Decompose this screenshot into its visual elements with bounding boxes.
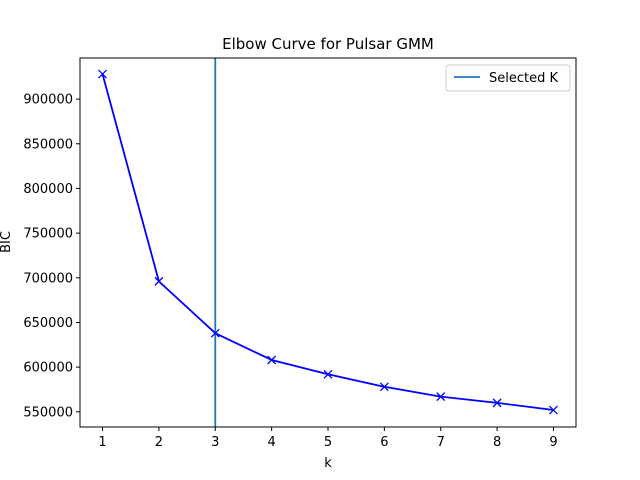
- x-tick-label: 9: [549, 435, 557, 450]
- chart-marks: [98, 58, 558, 427]
- data-point: [548, 405, 558, 415]
- x-tick-label: 6: [380, 435, 388, 450]
- point-marker-stroke: [267, 355, 277, 365]
- data-point: [323, 369, 333, 379]
- y-tick-label: 750000: [23, 227, 73, 242]
- x-tick-label: 8: [493, 435, 501, 450]
- data-point: [492, 398, 502, 408]
- x-tick-label: 2: [155, 435, 163, 450]
- point-marker-stroke: [548, 405, 558, 415]
- point-marker-stroke: [379, 382, 389, 392]
- x-axis-label: k: [324, 456, 332, 471]
- data-point: [98, 69, 108, 79]
- legend: Selected K: [445, 64, 571, 92]
- point-marker-stroke: [323, 369, 333, 379]
- y-tick-label: 550000: [23, 405, 73, 420]
- data-point: [267, 355, 277, 365]
- x-tick-label: 1: [98, 435, 106, 450]
- y-tick-label: 900000: [23, 93, 73, 108]
- legend-label-selected-k: Selected K: [489, 71, 558, 86]
- legend-box: [445, 64, 571, 92]
- point-marker-stroke: [210, 328, 220, 338]
- data-point: [154, 276, 164, 286]
- axis-ticks: 1 2 3 4 5 6 7 8 9 550000 600000 650000 700000 750000 8…: [23, 93, 557, 450]
- point-marker-stroke: [98, 69, 108, 79]
- plot-frame: [79, 57, 577, 428]
- chart-title: Elbow Curve for Pulsar GMM: [222, 35, 434, 53]
- point-marker-stroke: [154, 276, 164, 286]
- y-axis-label: BIC: [0, 231, 14, 253]
- plot-area: [80, 58, 576, 427]
- x-tick-label: 7: [437, 435, 445, 450]
- y-tick-label: 600000: [23, 361, 73, 376]
- x-tick-label: 4: [267, 435, 275, 450]
- y-tick-label: 650000: [23, 316, 73, 331]
- data-point: [210, 328, 220, 338]
- data-point: [379, 382, 389, 392]
- y-tick-label: 800000: [23, 182, 73, 197]
- y-tick-label: 850000: [23, 137, 73, 152]
- point-marker-stroke: [436, 392, 446, 402]
- point-marker-stroke: [492, 398, 502, 408]
- y-tick-label: 700000: [23, 271, 73, 286]
- x-tick-label: 3: [211, 435, 219, 450]
- x-tick-label: 5: [324, 435, 332, 450]
- data-point: [436, 392, 446, 402]
